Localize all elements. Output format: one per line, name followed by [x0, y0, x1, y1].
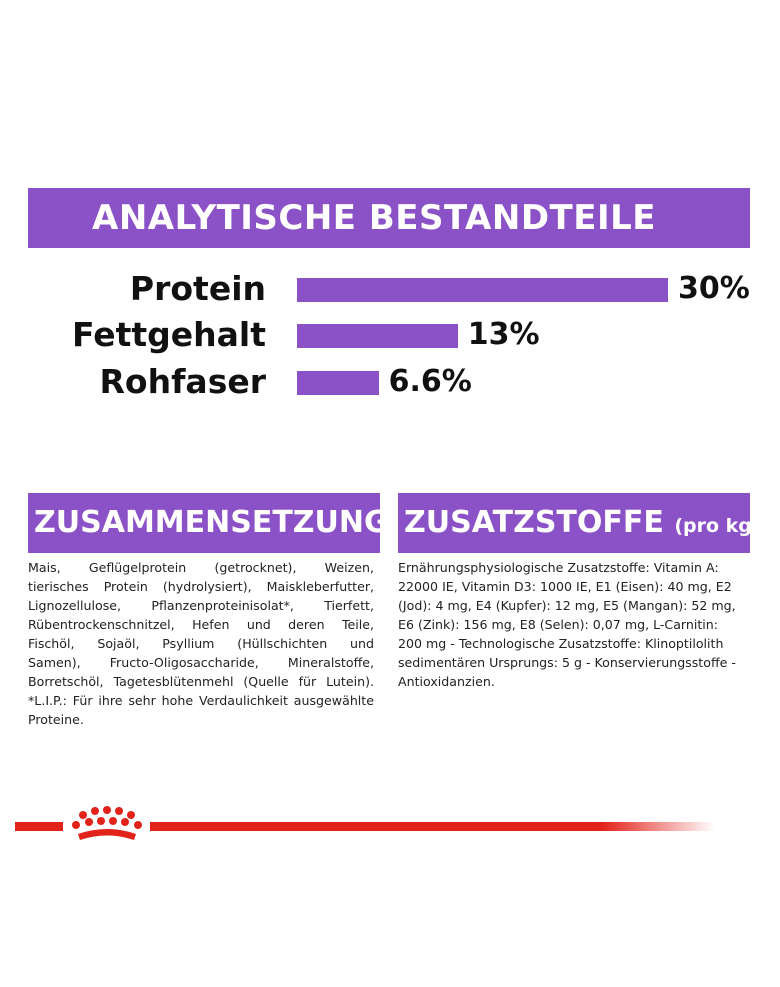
bar — [297, 278, 668, 302]
text-line: Antioxidanzien. — [398, 674, 495, 689]
bar — [297, 371, 379, 395]
text-line: *L.I.P.: Für ihre sehr hohe Verdaulichke… — [28, 693, 374, 708]
brand-logo — [15, 806, 715, 840]
additives-title: ZUSATZSTOFFE — [404, 505, 664, 540]
composition-text: Mais, Geflügelprotein (getrocknet), Weiz… — [28, 558, 374, 729]
text-line: Rübentrockenschnitzel, Hefen und deren T… — [28, 617, 374, 632]
category-label: Rohfaser — [99, 362, 267, 401]
text-line: E6 (Zink): 156 mg, E8 (Selen): 0,07 mg, … — [398, 617, 719, 632]
additives-unit: (pro kg) — [674, 515, 761, 537]
additives-heading: ZUSATZSTOFFE (pro kg) — [398, 493, 761, 553]
chart-title: ANALYTISCHE BESTANDTEILE — [28, 188, 750, 248]
value-label: 30% — [678, 271, 750, 306]
brand-line — [150, 822, 715, 831]
text-line: Lignozellulose, Pflanzenproteinisolat*, … — [28, 598, 374, 613]
brand-line — [15, 822, 63, 831]
text-line: Mais, Geflügelprotein (getrocknet), Weiz… — [28, 560, 374, 575]
text-line: Borretschöl, Tagetesblütenmehl (Quelle f… — [28, 674, 374, 689]
text-line: Ernährungsphysiologische Zusatzstoffe: V… — [398, 560, 719, 575]
composition-heading: ZUSAMMENSETZUNG — [28, 493, 389, 553]
text-line: Samen), Fructo-Oligosaccharide, Minerals… — [28, 655, 374, 670]
category-label: Protein — [129, 269, 266, 308]
text-line: 200 mg - Technologische Zusatzstoffe: Kl… — [398, 636, 724, 651]
value-label: 13% — [467, 317, 540, 352]
text-line: sedimentären Ursprungs: 5 g - Konservier… — [398, 655, 736, 670]
crown-icon — [72, 806, 142, 840]
text-line: Fischöl, Sojaöl, Psyllium (Hüllschichten… — [28, 636, 374, 651]
text-line: tierisches Protein (hydrolysiert), Maisk… — [28, 579, 374, 594]
value-label: 6.6% — [388, 364, 472, 399]
category-label: Fettgehalt — [72, 315, 266, 354]
text-line: (Jod): 4 mg, E4 (Kupfer): 12 mg, E5 (Man… — [398, 598, 736, 613]
bar — [297, 324, 458, 348]
text-line: 22000 IE, Vitamin D3: 1000 IE, E1 (Eisen… — [398, 579, 732, 594]
text-line: Proteine. — [28, 712, 84, 727]
additives-text: Ernährungsphysiologische Zusatzstoffe: V… — [398, 558, 750, 691]
